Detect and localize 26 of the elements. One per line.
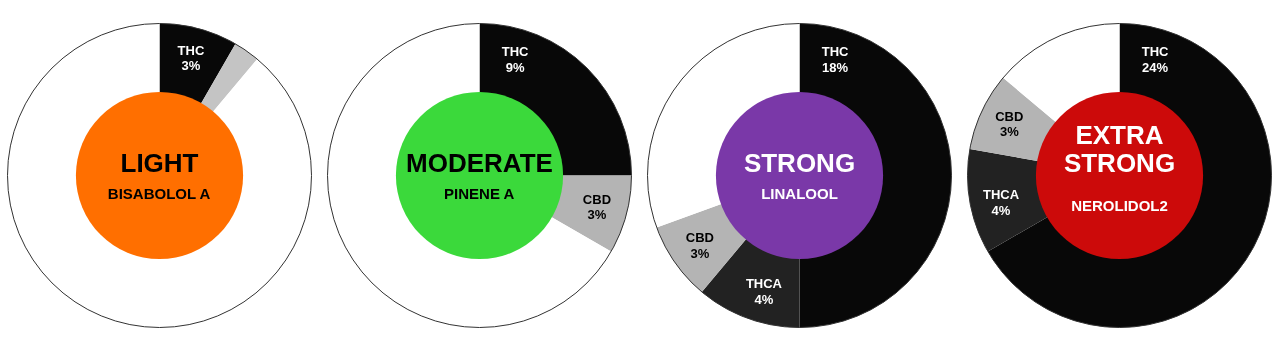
text: STRONG	[743, 148, 856, 179]
data-label: 3%	[587, 207, 607, 223]
text: LIGHT	[120, 148, 199, 179]
slice-label: CBD	[995, 108, 1024, 124]
data-label: 4%	[754, 292, 774, 308]
text: MODERATE	[406, 148, 553, 179]
text: PINENE A	[444, 185, 515, 203]
data-label: 3%	[181, 58, 201, 74]
data-label: 24%	[1142, 59, 1169, 75]
slice-label: THC	[1141, 43, 1170, 59]
data-label: 4%	[991, 203, 1011, 219]
text: NEROLIDOL2	[1071, 197, 1168, 215]
data-label: 18%	[822, 59, 849, 75]
data-label: 3%	[690, 245, 710, 261]
slice-label: THC	[501, 43, 530, 59]
slice-label: THCA	[745, 276, 783, 292]
text: BISABOLOL A	[107, 185, 211, 203]
slice-label: CBD	[685, 229, 714, 245]
slice-label: THC	[821, 43, 850, 59]
text: EXTRA STRONG	[1063, 119, 1176, 179]
text: LINALOOL	[761, 185, 838, 203]
slice-label: THC	[177, 42, 205, 58]
data-label: 3%	[999, 124, 1020, 140]
slice-label: THCA	[982, 187, 1020, 203]
slice-label: CBD	[582, 191, 612, 207]
data-label: 9%	[505, 59, 525, 75]
